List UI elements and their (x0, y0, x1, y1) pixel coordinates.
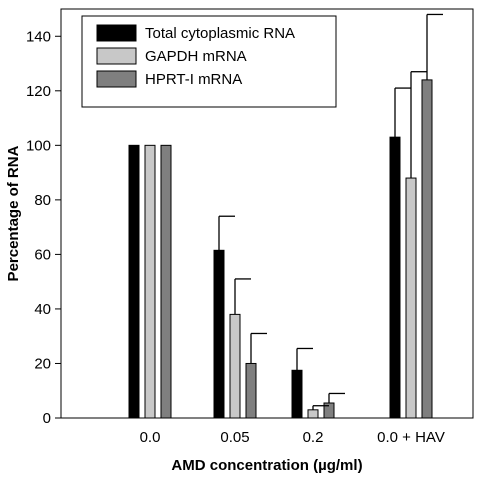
bar (389, 136, 401, 419)
legend-label: Total cytoplasmic RNA (145, 25, 295, 42)
plot-frame (60, 8, 474, 419)
bar (405, 177, 417, 419)
bar (144, 144, 156, 419)
y-axis: 0 20 40 60 80 100 120 140 (26, 28, 61, 427)
y-tick-label: 100 (26, 137, 51, 154)
x-tick-label: 0.05 (220, 429, 249, 446)
y-tick-label: 140 (26, 28, 51, 45)
y-tick-label: 60 (34, 246, 51, 263)
y-tick-label: 0 (43, 410, 51, 427)
x-axis-title: AMD concentration (µg/ml) (171, 457, 362, 474)
bar (160, 144, 172, 419)
y-tick-label: 20 (34, 355, 51, 372)
x-axis: 0.0 0.05 0.2 0.0 + HAV (140, 429, 445, 446)
y-tick-label: 120 (26, 83, 51, 100)
bar (307, 409, 319, 419)
y-tick-label: 80 (34, 192, 51, 209)
bar (128, 144, 140, 419)
legend-label: HPRT-I mRNA (145, 71, 242, 88)
bar (421, 79, 433, 419)
y-tick-label: 40 (34, 301, 51, 318)
x-tick-label: 0.0 + HAV (377, 429, 445, 446)
error-bars-group (218, 13, 443, 410)
bar (213, 249, 225, 419)
x-tick-label: 0.0 (140, 429, 161, 446)
legend-swatch (96, 47, 137, 65)
legend-swatch (96, 24, 137, 42)
legend-swatch (96, 70, 137, 88)
legend-label: GAPDH mRNA (145, 48, 247, 65)
legend: Total cytoplasmic RNA GAPDH mRNA HPRT-I mR… (81, 15, 337, 108)
y-axis-title: Percentage of RNA (5, 145, 22, 281)
x-tick-label: 0.2 (303, 429, 324, 446)
bar (245, 362, 257, 419)
bars-group (128, 79, 433, 419)
bar (291, 369, 303, 419)
bar (229, 313, 241, 419)
